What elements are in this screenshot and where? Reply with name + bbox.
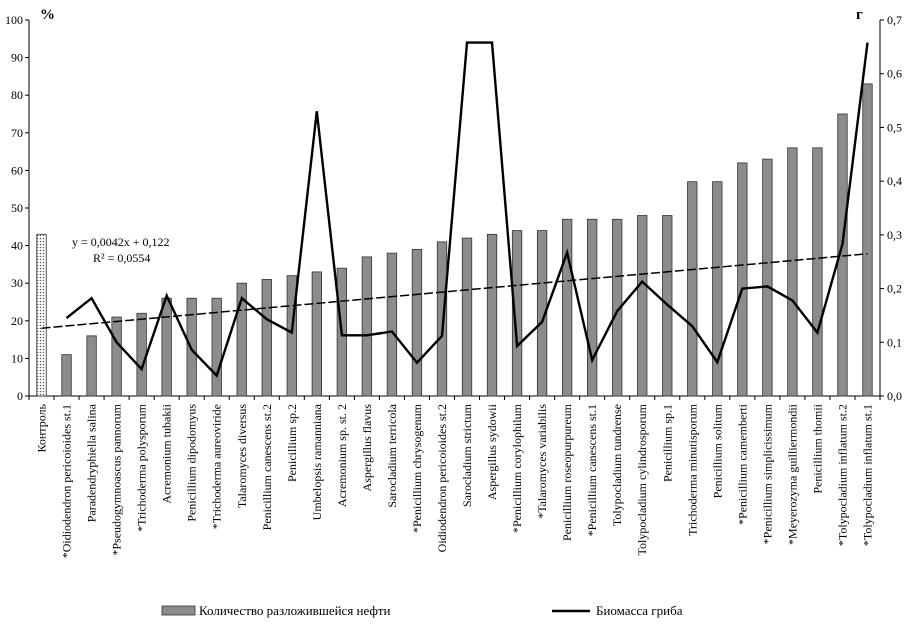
y-right-tick-label: 0,3 xyxy=(887,228,902,242)
y-left-tick-label: 70 xyxy=(11,126,23,140)
bar xyxy=(712,181,723,397)
y-left-tick-label: 10 xyxy=(11,351,23,365)
y-left-unit: % xyxy=(40,7,55,23)
y-left-tick-label: 90 xyxy=(11,51,23,65)
y-left-tick-label: 30 xyxy=(11,276,23,290)
category-label: *Meyerozyma guilliermondii xyxy=(785,403,799,545)
category-label: Sarocladium terricola xyxy=(385,403,399,507)
bar xyxy=(486,233,498,397)
y-left-tick-label: 0 xyxy=(17,389,23,403)
category-label: Penicillium thomii xyxy=(810,403,824,493)
y-left-tick-label: 40 xyxy=(11,239,23,253)
bar xyxy=(862,83,873,397)
bar xyxy=(787,147,798,397)
y-right-tick-label: 0,6 xyxy=(887,67,902,81)
legend-bars-label: Количество разложившейся нефти xyxy=(199,603,391,618)
bar xyxy=(536,230,548,397)
bar xyxy=(411,248,423,397)
category-label: *Penicillium camemberti xyxy=(735,403,749,525)
category-label: *Penicillium chrysogenum xyxy=(410,403,424,533)
plot-area: 0 10 20 30 40 50 60 70 80 90 100 0,0 0,1 0,2 0,3 0,4 0,5… xyxy=(5,13,902,558)
category-label: Talaromyces diversus xyxy=(235,404,249,508)
y-left-tick-label: 20 xyxy=(11,314,23,328)
bar xyxy=(561,218,573,397)
category-label: *Penicillium corylophilum xyxy=(510,403,524,533)
biomass-line xyxy=(65,41,869,378)
y-right-unit: г xyxy=(856,7,863,23)
category-label: Sarocladium strictum xyxy=(460,403,474,507)
legend: Количество разложившейся нефти Биомасса … xyxy=(161,603,683,618)
y-right-tick-label: 0,5 xyxy=(887,120,902,134)
category-label: *Oidiodendron pericoioides st.1 xyxy=(60,404,74,558)
bar xyxy=(637,215,648,397)
bar xyxy=(511,230,523,397)
category-label: Aspergillus flavus xyxy=(360,404,374,492)
category-label: *Penicillium canescens st.1 xyxy=(585,404,599,536)
category-label: Oidiodendron pericoioides st.2 xyxy=(435,404,449,552)
category-label: Penicillium sp.2 xyxy=(285,404,299,482)
category-label: Acremonium tubakii xyxy=(160,403,174,503)
category-label: *Penicillium simplicissimum xyxy=(760,403,774,544)
bar xyxy=(136,312,147,397)
category-label: Penicillium canescens st.2 xyxy=(260,404,274,530)
y-right-tick-label: 0,2 xyxy=(887,282,902,296)
bar xyxy=(361,256,373,397)
category-label: *Trichoderma aureoviride xyxy=(210,404,224,529)
category-label: Penicillium solitum xyxy=(710,403,724,498)
bar xyxy=(61,354,72,397)
bar xyxy=(812,147,823,397)
y-left-tick-label: 50 xyxy=(11,201,23,215)
bar xyxy=(436,241,448,397)
y-right-tick-label: 0,1 xyxy=(887,335,902,349)
bar xyxy=(587,218,598,397)
trendline-r2: R² = 0,0554 xyxy=(93,251,150,265)
legend-bars-swatch xyxy=(161,605,196,616)
bar xyxy=(386,252,398,397)
bar xyxy=(261,279,272,397)
category-label: Paradendryphiella salina xyxy=(85,403,99,522)
bar-control xyxy=(36,233,47,397)
bar xyxy=(612,218,623,397)
category-label: Acremonium sp. st. 2 xyxy=(335,404,349,507)
bar xyxy=(461,237,473,397)
y-left-tick-label: 100 xyxy=(5,13,23,27)
bar xyxy=(86,335,97,397)
category-label: *Tolypocladium inflatum st.1 xyxy=(860,404,874,546)
category-label: *Trichoderma polysporum xyxy=(135,403,149,532)
y-right-tick-label: 0,4 xyxy=(887,174,902,188)
bar xyxy=(687,181,698,397)
category-label: Penicillium roseopurpureum xyxy=(560,403,574,541)
category-label: Umbelopsis ramanniana xyxy=(310,403,324,520)
category-label: *Talaromyces variabilis xyxy=(535,404,549,519)
category-label: Tolypocladium cylindrosporum xyxy=(635,403,649,555)
bar xyxy=(286,275,297,397)
category-label: *Tolypocladium inflatum st.2 xyxy=(835,404,849,546)
bar xyxy=(311,271,322,397)
legend-line-label: Биомасса гриба xyxy=(596,603,683,618)
category-label: Tolypocladium tundrense xyxy=(610,404,624,526)
trendline xyxy=(41,253,868,329)
category-label: Контроль xyxy=(35,403,49,452)
category-label: *Pseudogymnoascus pannorum xyxy=(110,403,124,555)
bar xyxy=(211,297,222,397)
bar xyxy=(161,297,172,397)
y-right-tick-label: 0,0 xyxy=(887,389,902,403)
category-label: Penicillium sp.1 xyxy=(660,404,674,482)
y-left-tick-label: 60 xyxy=(11,163,23,177)
bar xyxy=(111,316,122,397)
category-label: Trichoderma minutisporum xyxy=(685,403,699,536)
trendline-equation: y = 0,0042x + 0,122 xyxy=(72,235,170,249)
bar xyxy=(236,282,247,397)
y-right-tick-label: 0,7 xyxy=(887,13,902,27)
bar xyxy=(762,158,773,397)
category-label: Aspergillus sydowii xyxy=(485,403,499,500)
y-left-tick-label: 80 xyxy=(11,88,23,102)
bar xyxy=(737,162,748,397)
category-label: Penicillium dipodomyus xyxy=(185,404,199,522)
